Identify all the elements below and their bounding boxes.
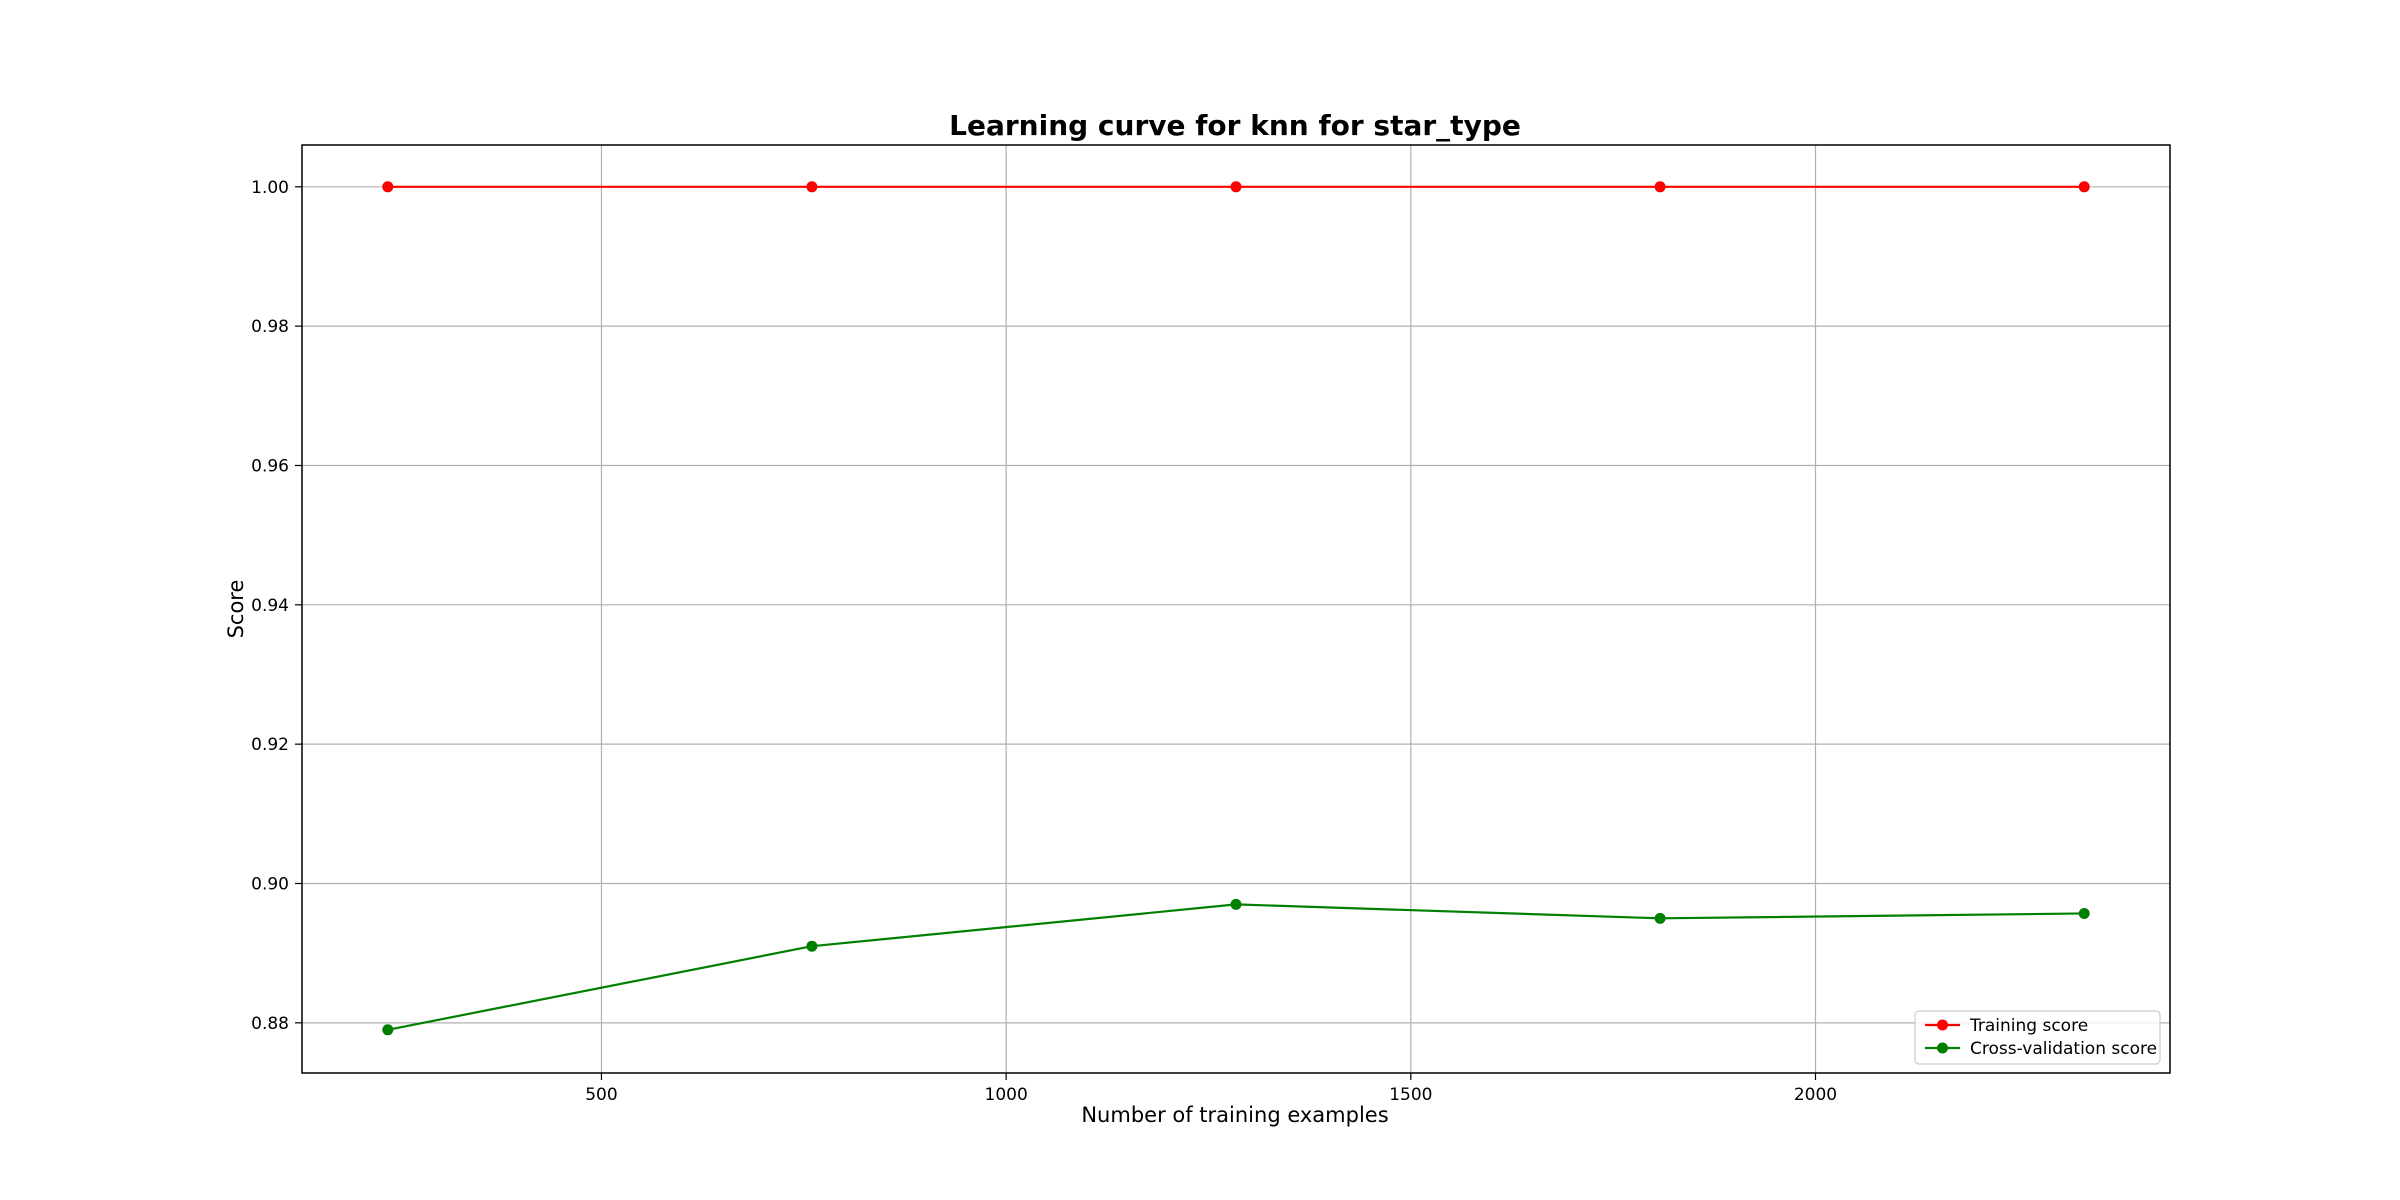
x-tick-label: 1500 bbox=[1389, 1085, 1432, 1105]
y-axis-label: Score bbox=[224, 580, 248, 639]
legend-label: Cross-validation score bbox=[1970, 1039, 2157, 1059]
series-cross-validation-score bbox=[382, 898, 2090, 1036]
x-axis-label: Number of training examples bbox=[1081, 1103, 1388, 1127]
legend-marker bbox=[1937, 1019, 1948, 1031]
legend-entry-cross-validation-score: Cross-validation score bbox=[1925, 1039, 2157, 1059]
training-score-point bbox=[2078, 181, 2090, 193]
x-tick-label: 1000 bbox=[985, 1085, 1028, 1105]
cross-validation-score-point bbox=[1654, 912, 1666, 924]
y-tick-label: 1.00 bbox=[251, 178, 289, 198]
training-score-point bbox=[806, 181, 818, 193]
x-tick-label: 2000 bbox=[1794, 1085, 1837, 1105]
cross-validation-score-point bbox=[806, 940, 818, 952]
training-score-point bbox=[1654, 181, 1666, 193]
legend-marker bbox=[1937, 1042, 1948, 1054]
chart-title: Learning curve for knn for star_type bbox=[949, 109, 1521, 142]
legend: Training score Cross-validation score bbox=[1914, 1010, 2161, 1065]
cross-validation-score-point bbox=[2078, 907, 2090, 919]
training-score-point bbox=[382, 181, 394, 193]
y-tick-label: 0.88 bbox=[251, 1014, 289, 1034]
training-score-point bbox=[1230, 181, 1242, 193]
y-tick-label: 0.94 bbox=[251, 596, 289, 616]
legend-box bbox=[1914, 1010, 2161, 1065]
plot-area-frame bbox=[301, 144, 2171, 1074]
cross-validation-score-point bbox=[382, 1024, 394, 1036]
x-tick-label: 500 bbox=[585, 1085, 617, 1105]
legend-entry-training-score: Training score bbox=[1925, 1016, 2088, 1036]
legend-label: Training score bbox=[1969, 1016, 2088, 1036]
y-tick-label: 0.90 bbox=[251, 874, 289, 894]
series-training-score bbox=[382, 181, 2090, 193]
data-series bbox=[382, 181, 2090, 1036]
y-tick-label: 0.92 bbox=[251, 735, 289, 755]
y-tick-label: 0.96 bbox=[251, 456, 289, 476]
axis-ticks: 500 1000 1500 2000 0.88 0.90 0.92 0.94 0.96 0.98 1… bbox=[251, 178, 1837, 1105]
y-tick-label: 0.98 bbox=[251, 317, 289, 337]
cross-validation-score-point bbox=[1230, 898, 1242, 910]
